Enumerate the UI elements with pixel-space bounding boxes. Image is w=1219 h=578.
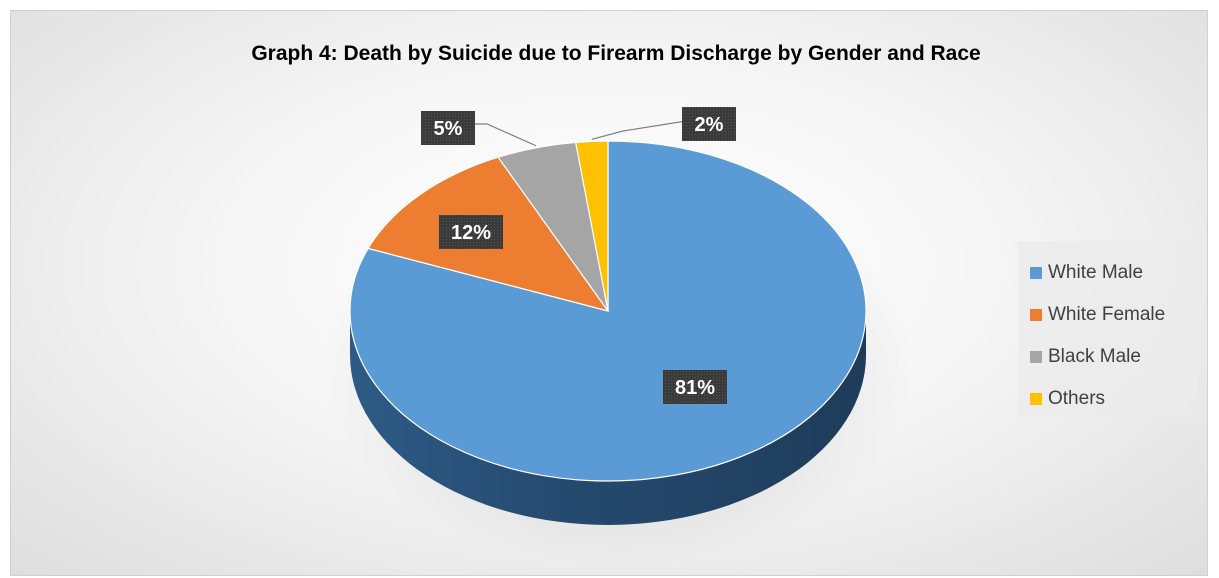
legend-item-others: Others [1030,387,1105,411]
data-label-text: 12% [451,222,491,244]
legend-swatch [1030,309,1042,321]
pie-side-wall [350,311,866,525]
legend-label: White Male [1048,262,1144,283]
leader-line-black-male [469,123,537,147]
data-label-others: 2% [682,107,736,141]
data-label-box [439,215,503,249]
legend-swatch [1030,351,1042,363]
legend-item-black-male: Black Male [1030,345,1141,369]
chart-area: Graph 4: Death by Suicide due to Firearm… [10,10,1208,576]
pie-chart-plot: 81% 12% 5% 2% [320,107,916,567]
data-label-box [682,107,736,141]
data-label-box [421,111,475,145]
legend-item-white-female: White Female [1030,303,1165,327]
data-label-box [663,370,727,404]
data-label-black-male: 5% [421,111,475,145]
legend: White Male White Female Black Male Other… [1018,241,1198,417]
data-label-text: 81% [675,377,715,399]
leader-line-others [591,120,687,140]
pie-slice-others [574,140,609,312]
legend-label: Black Male [1048,346,1141,367]
chart-title: Graph 4: Death by Suicide due to Firearm… [251,42,981,65]
legend-label: Others [1048,388,1106,409]
legend-item-white-male: White Male [1030,261,1143,285]
legend-swatch [1030,267,1042,279]
data-label-white-male: 81% [663,370,727,404]
legend-label: White Female [1048,304,1166,325]
legend-swatch [1030,393,1042,405]
data-label-white-female: 12% [439,215,503,249]
data-label-text: 5% [434,118,463,140]
data-label-text: 2% [695,114,724,136]
